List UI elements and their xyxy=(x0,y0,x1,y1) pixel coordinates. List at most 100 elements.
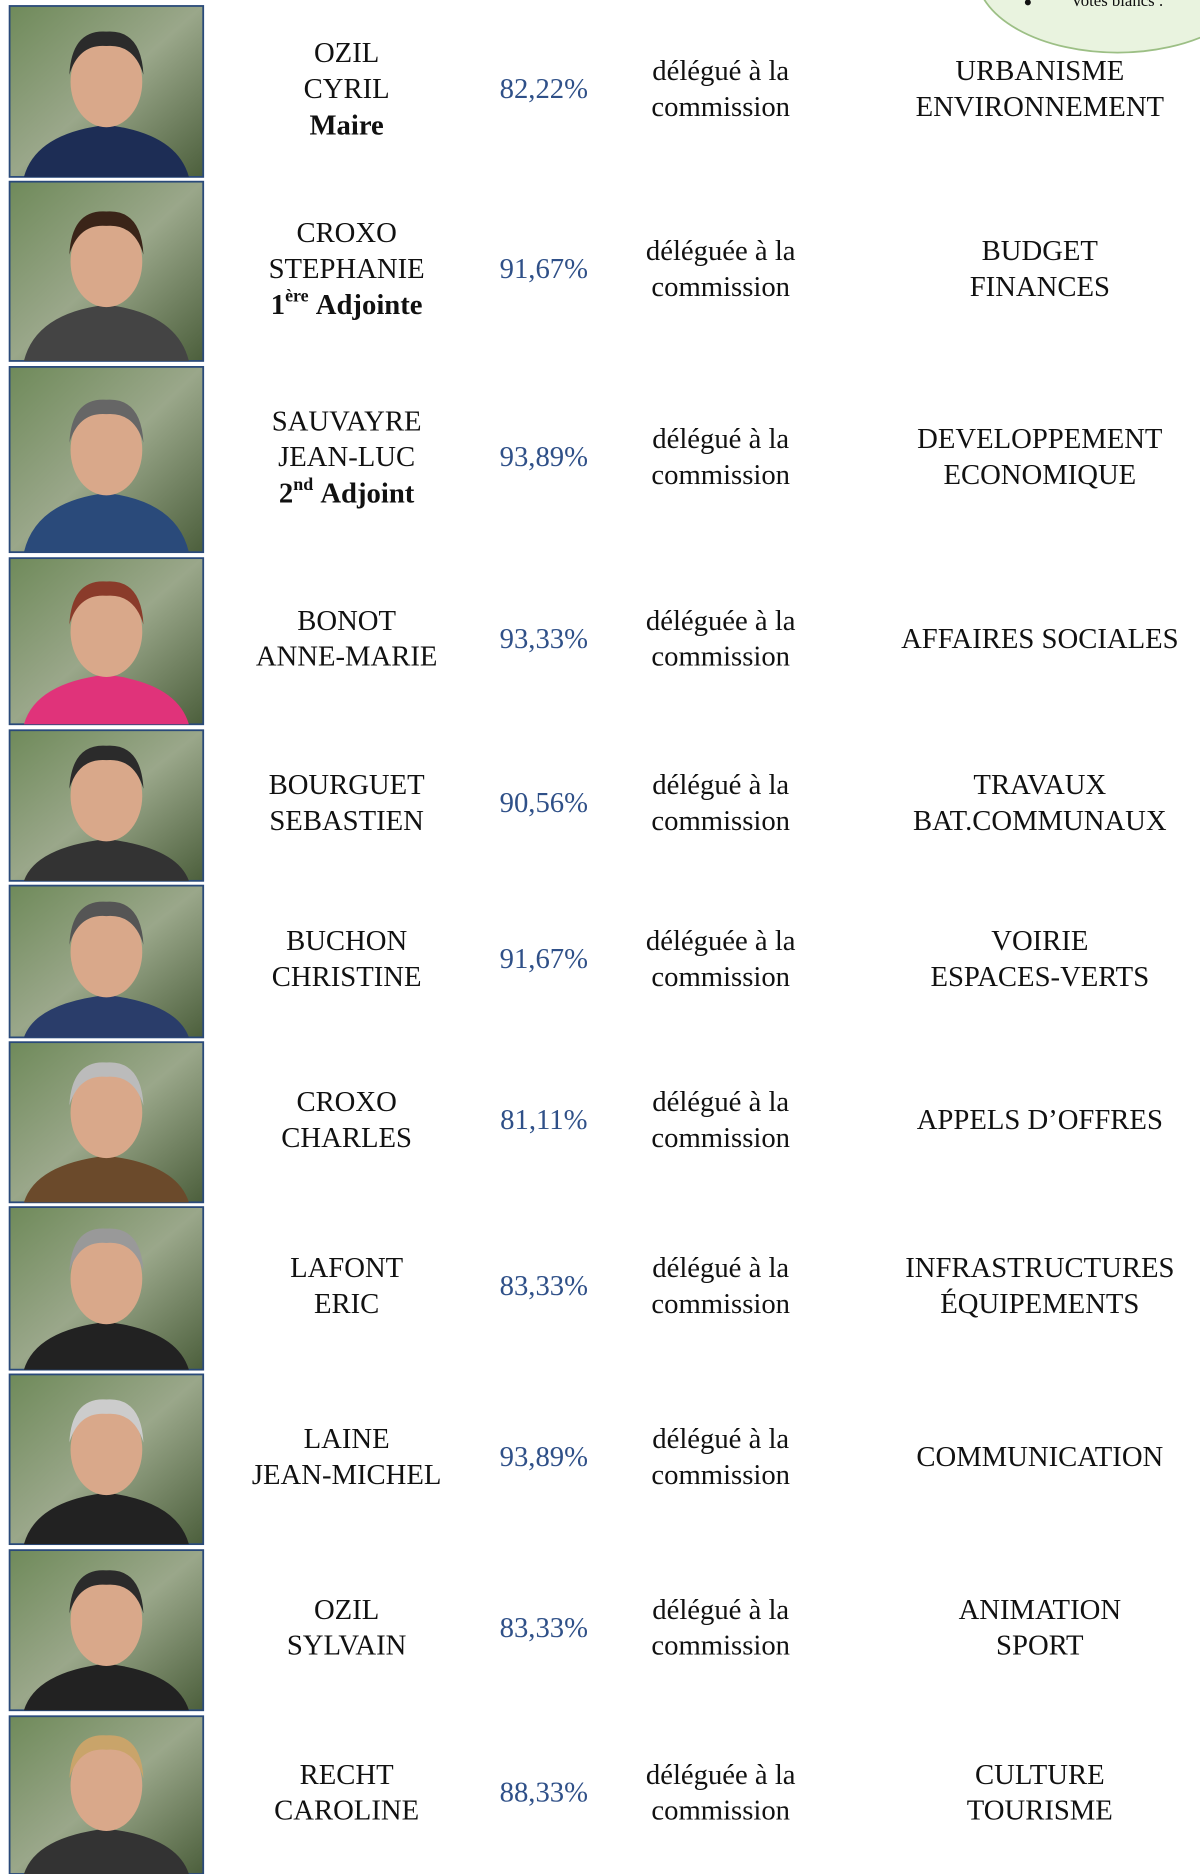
percent: 93,33% xyxy=(500,623,588,655)
page: Votes blancs : OZIL CYRIL Maire 82,22% délég… xyxy=(0,0,1200,1874)
delegation: commission xyxy=(651,1459,790,1491)
delegation: commission xyxy=(651,459,790,491)
photo xyxy=(10,1207,204,1370)
commission: TOURISME xyxy=(967,1795,1113,1827)
last-name: BOURGUET xyxy=(269,769,426,801)
commission: APPELS D’OFFRES xyxy=(917,1104,1163,1136)
role-title: Maire xyxy=(309,109,383,141)
last-name: RECHT xyxy=(300,1759,394,1791)
commission: FINANCES xyxy=(970,271,1110,303)
first-name: ANNE-MARIE xyxy=(256,641,438,673)
commission: ECONOMIQUE xyxy=(943,459,1136,491)
delegation: commission xyxy=(651,1795,790,1827)
commission: VOIRIE xyxy=(991,925,1088,957)
role-number: 2 xyxy=(279,477,293,509)
commission: ANIMATION xyxy=(959,1594,1122,1626)
photo xyxy=(10,182,204,361)
delegation: délégué à la xyxy=(652,55,789,87)
delegation: déléguée à la xyxy=(646,605,796,637)
role-space xyxy=(309,289,316,321)
document: Votes blancs : OZIL CYRIL Maire 82,22% délég… xyxy=(0,0,1200,1874)
delegation: délégué à la xyxy=(652,423,789,455)
delegation: commission xyxy=(651,961,790,993)
last-name: OZIL xyxy=(314,1594,379,1626)
percent: 83,33% xyxy=(500,1270,588,1302)
photo xyxy=(10,1716,204,1874)
commission: SPORT xyxy=(996,1630,1084,1662)
delegation: délégué à la xyxy=(652,1423,789,1455)
role-number: 1 xyxy=(271,289,285,321)
delegation: commission xyxy=(651,805,790,837)
commission: ENVIRONNEMENT xyxy=(916,91,1165,123)
role: 1ère Adjointe xyxy=(271,286,423,321)
percent: 93,89% xyxy=(500,1441,588,1473)
role-title: Adjointe xyxy=(316,289,423,321)
commission: ÉQUIPEMENTS xyxy=(940,1287,1139,1320)
delegation: commission xyxy=(651,641,790,673)
first-name: ERIC xyxy=(314,1288,379,1320)
photo xyxy=(10,1042,204,1202)
last-name: CROXO xyxy=(296,217,396,249)
photo xyxy=(10,730,204,881)
last-name: BONOT xyxy=(297,605,396,637)
delegation: délégué à la xyxy=(652,1252,789,1284)
first-name: STEPHANIE xyxy=(269,253,425,285)
last-name: SAUVAYRE xyxy=(272,405,422,437)
first-name: CYRIL xyxy=(304,73,390,105)
last-name: LAFONT xyxy=(290,1252,404,1284)
role-sup: ère xyxy=(285,286,309,306)
last-name: CROXO xyxy=(296,1086,396,1118)
commission: CULTURE xyxy=(975,1759,1105,1791)
commission: BUDGET xyxy=(982,235,1099,267)
percent: 81,11% xyxy=(500,1104,587,1136)
commission: DEVELOPPEMENT xyxy=(917,423,1163,455)
photo xyxy=(10,6,204,177)
role-sup: nd xyxy=(293,474,313,494)
delegation: commission xyxy=(651,271,790,303)
last-name: BUCHON xyxy=(286,925,407,957)
last-name: OZIL xyxy=(314,37,379,69)
role: Maire xyxy=(309,109,383,141)
commission: URBANISME xyxy=(955,55,1124,87)
photo xyxy=(10,1550,204,1710)
commission: TRAVAUX xyxy=(973,769,1106,801)
delegation: délégué à la xyxy=(652,769,789,801)
role-title: Adjoint xyxy=(320,477,414,509)
role: 2nd Adjoint xyxy=(279,474,415,509)
first-name: SEBASTIEN xyxy=(269,805,424,837)
delegation: déléguée à la xyxy=(646,235,796,267)
delegation: délégué à la xyxy=(652,1086,789,1118)
percent: 93,89% xyxy=(500,441,588,473)
last-name: LAINE xyxy=(304,1423,390,1455)
delegation: commission xyxy=(651,91,790,123)
first-name: CHARLES xyxy=(281,1122,412,1154)
first-name: CHRISTINE xyxy=(272,961,422,993)
percent: 88,33% xyxy=(500,1777,588,1809)
role-space xyxy=(313,477,320,509)
first-name: JEAN-MICHEL xyxy=(252,1459,442,1491)
percent: 82,22% xyxy=(500,73,588,105)
photo xyxy=(10,558,204,724)
commission: INFRASTRUCTURES xyxy=(905,1252,1174,1284)
delegation: déléguée à la xyxy=(646,1759,796,1791)
first-name: SYLVAIN xyxy=(287,1630,407,1662)
note-text: Votes blancs : xyxy=(1071,0,1164,10)
commission: BAT.COMMUNAUX xyxy=(913,805,1167,837)
delegation: commission xyxy=(651,1122,790,1154)
percent: 91,67% xyxy=(500,943,588,975)
delegation: délégué à la xyxy=(652,1594,789,1626)
commission: AFFAIRES SOCIALES xyxy=(901,623,1178,655)
percent: 83,33% xyxy=(500,1612,588,1644)
delegation: commission xyxy=(651,1630,790,1662)
commission: COMMUNICATION xyxy=(916,1441,1163,1473)
first-name: CAROLINE xyxy=(274,1795,419,1827)
percent: 91,67% xyxy=(500,253,588,285)
photo xyxy=(10,886,204,1038)
percent: 90,56% xyxy=(500,787,588,819)
commission: ESPACES-VERTS xyxy=(930,961,1149,993)
first-name: JEAN-LUC xyxy=(278,441,415,473)
delegation: commission xyxy=(651,1288,790,1320)
photo xyxy=(10,367,204,552)
photo xyxy=(10,1374,204,1544)
delegation: déléguée à la xyxy=(646,925,796,957)
